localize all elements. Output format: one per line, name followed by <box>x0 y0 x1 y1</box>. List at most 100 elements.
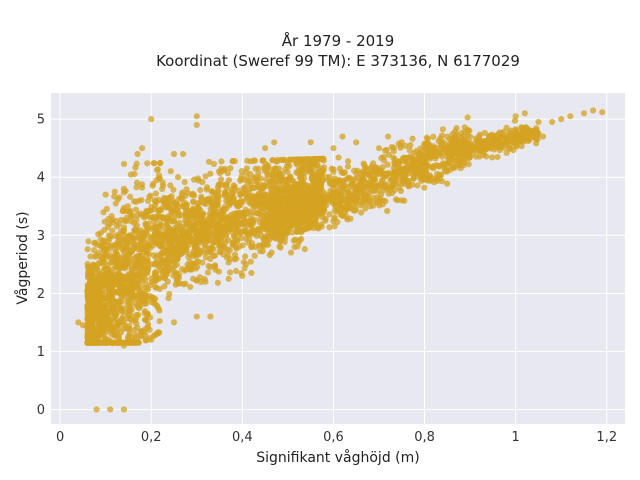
data-point <box>137 298 145 305</box>
data-point <box>339 133 346 140</box>
data-point <box>433 162 440 169</box>
data-point <box>252 174 259 181</box>
data-point <box>225 275 232 282</box>
data-point <box>94 241 101 248</box>
data-point <box>295 209 302 217</box>
y-axis-ticks: 0 1 2 3 4 5 <box>37 113 45 418</box>
data-point <box>352 183 359 191</box>
data-point <box>215 268 222 275</box>
data-point <box>255 190 262 197</box>
data-point <box>133 334 140 341</box>
data-point <box>214 279 221 286</box>
data-point <box>367 203 374 210</box>
data-point <box>347 204 354 211</box>
data-point <box>177 241 185 248</box>
data-point <box>242 228 249 236</box>
data-point <box>101 276 108 283</box>
data-point <box>153 166 161 173</box>
data-point <box>291 222 299 229</box>
data-point <box>273 227 280 234</box>
data-point <box>106 308 113 315</box>
data-point <box>156 285 163 293</box>
data-point <box>252 244 259 251</box>
data-point <box>281 199 289 206</box>
data-point <box>194 205 201 212</box>
data-point <box>275 185 283 192</box>
data-point <box>128 218 135 225</box>
data-point <box>361 169 368 176</box>
x-tick-label: 0,8 <box>414 430 435 445</box>
data-point <box>590 107 597 114</box>
data-point <box>203 186 210 193</box>
data-point <box>433 170 441 177</box>
data-point <box>301 216 309 223</box>
data-point <box>265 241 272 248</box>
data-point <box>267 191 275 199</box>
data-point <box>264 236 271 243</box>
data-point <box>293 169 300 176</box>
data-point <box>262 195 270 202</box>
data-point <box>535 118 542 126</box>
data-point <box>124 245 131 252</box>
data-point <box>206 198 213 205</box>
data-point <box>143 223 150 230</box>
data-point <box>507 145 514 152</box>
data-point <box>125 234 132 241</box>
data-point <box>314 222 321 229</box>
data-point <box>199 179 206 186</box>
x-axis-ticks: 0 0,2 0,4 0,6 0,8 1 1,2 <box>56 430 617 445</box>
data-point <box>507 136 514 143</box>
data-point <box>202 173 209 180</box>
data-point <box>131 198 138 205</box>
data-point <box>481 129 488 137</box>
data-point <box>199 259 206 266</box>
data-point <box>410 175 417 182</box>
data-point <box>284 168 291 175</box>
data-point <box>170 150 178 158</box>
data-point <box>95 231 102 238</box>
data-point <box>119 247 126 254</box>
data-point <box>172 281 179 288</box>
data-point <box>313 162 320 169</box>
data-point <box>247 258 254 265</box>
data-point <box>101 247 108 254</box>
y-axis-title: Vågperiod (s) <box>14 211 31 304</box>
data-point <box>449 130 456 138</box>
data-point <box>189 198 197 205</box>
data-point <box>164 229 171 236</box>
data-point <box>336 165 344 172</box>
data-point <box>511 117 519 124</box>
data-point <box>439 160 447 167</box>
data-point <box>126 193 134 200</box>
data-point <box>154 303 161 310</box>
data-point <box>131 326 138 333</box>
data-point <box>411 166 418 174</box>
data-point <box>381 182 388 189</box>
data-point <box>287 173 294 180</box>
data-point <box>228 226 235 233</box>
data-point <box>242 220 249 227</box>
data-point <box>192 265 199 272</box>
data-point <box>232 267 240 275</box>
data-point <box>334 218 341 226</box>
y-tick-label: 3 <box>37 229 45 244</box>
data-point <box>437 141 444 149</box>
data-point <box>90 262 97 269</box>
data-point <box>464 114 471 121</box>
data-point <box>174 221 181 228</box>
data-point <box>226 247 233 254</box>
data-point <box>388 143 395 151</box>
data-point <box>453 157 460 164</box>
data-point <box>360 191 367 198</box>
data-point <box>116 194 123 201</box>
data-point <box>145 238 153 245</box>
data-point <box>101 339 108 346</box>
data-point <box>101 299 108 306</box>
data-point <box>163 264 170 271</box>
data-point <box>93 313 100 320</box>
data-point <box>96 271 104 278</box>
data-point <box>375 145 383 152</box>
data-point <box>430 145 437 152</box>
data-point <box>444 153 451 160</box>
data-point <box>281 206 289 214</box>
